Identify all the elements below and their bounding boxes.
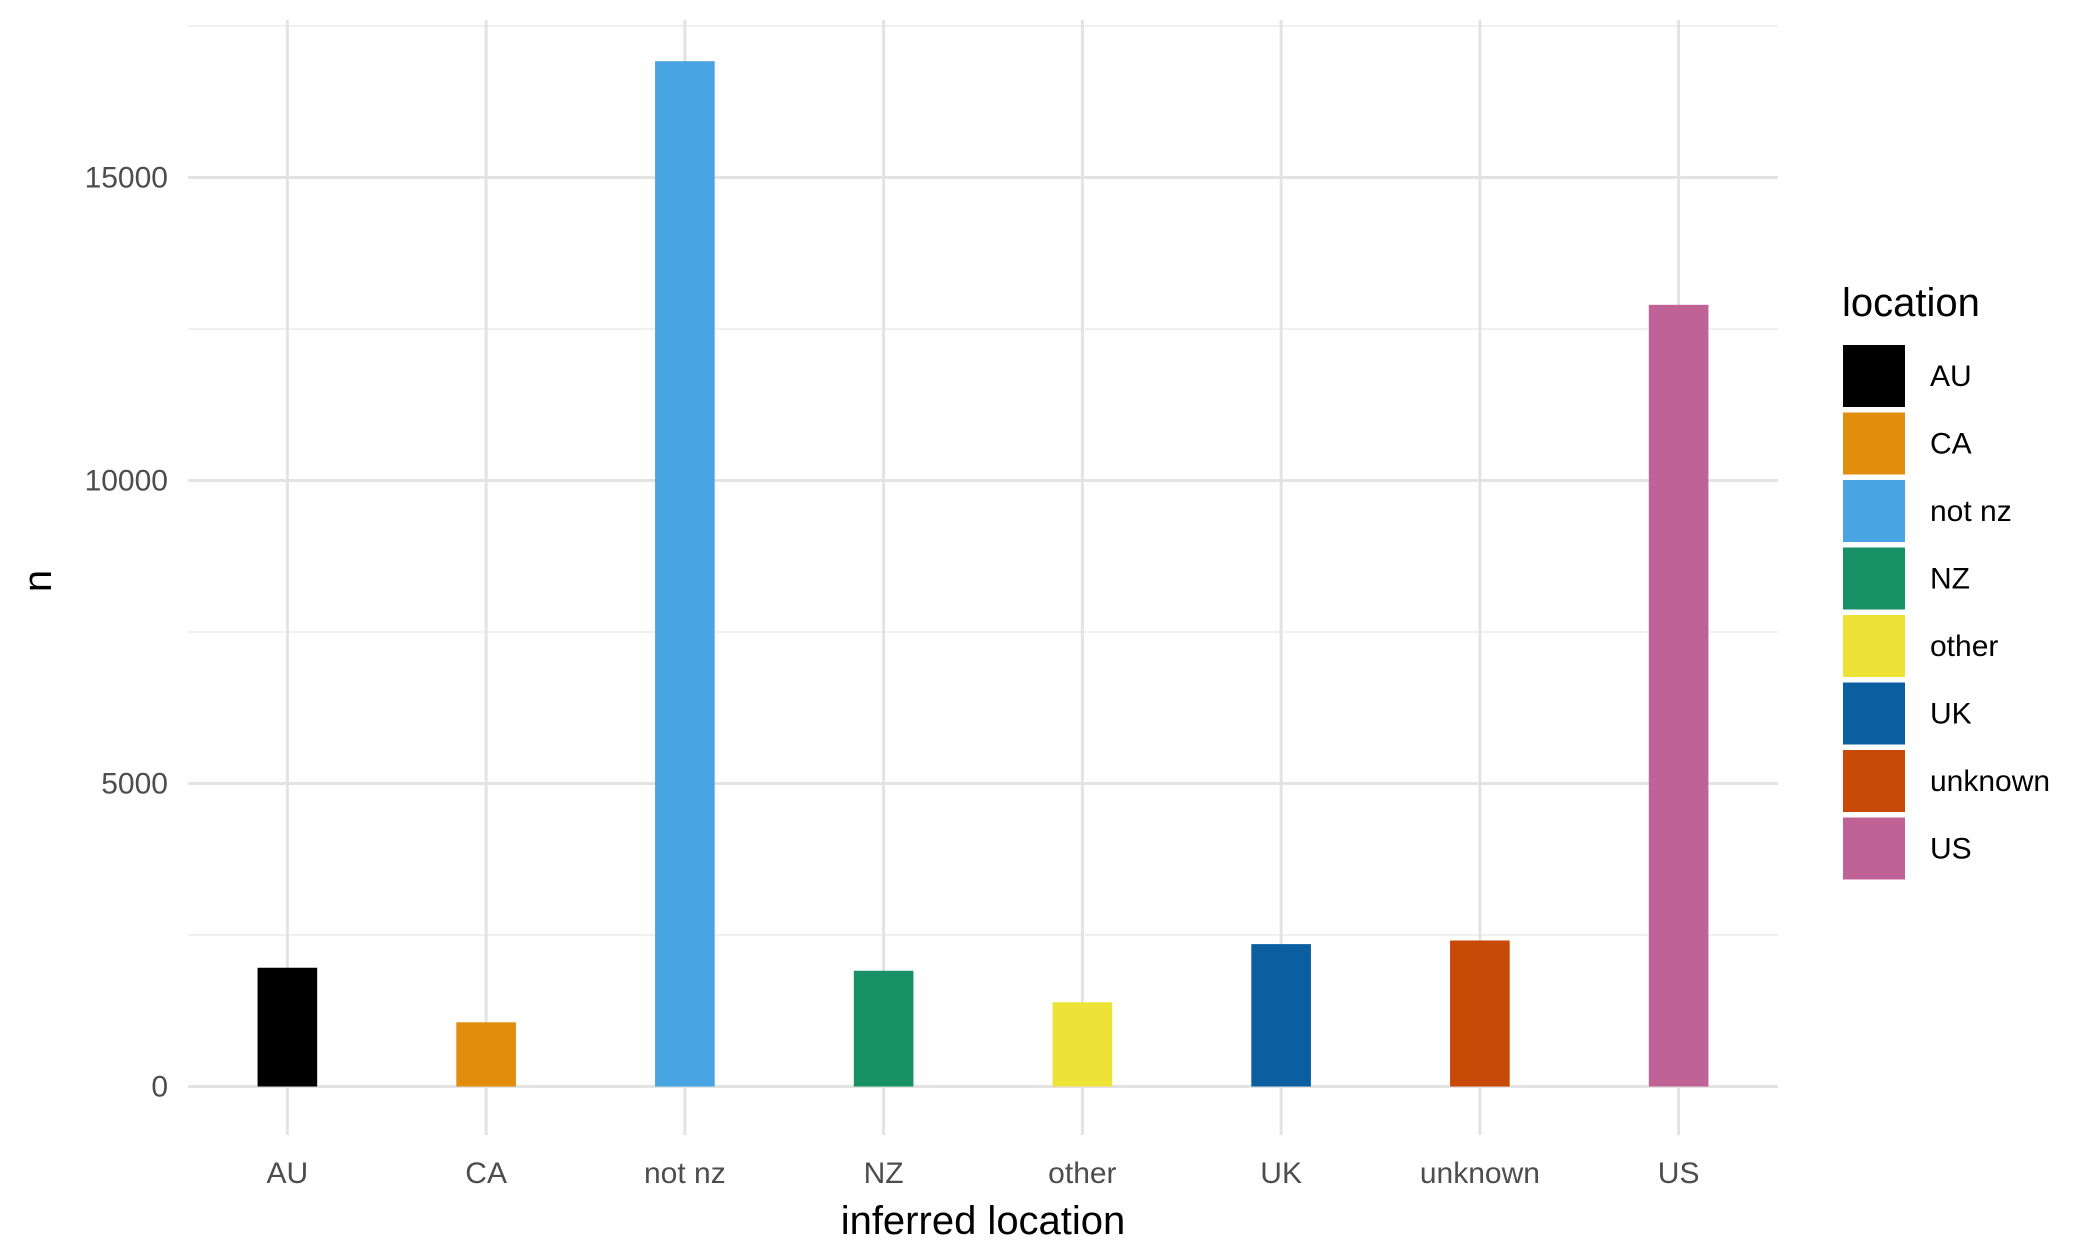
legend-key-unknown <box>1843 750 1905 812</box>
x-tick-label: NZ <box>864 1157 904 1190</box>
legend-key-au <box>1843 345 1905 407</box>
y-tick-label: 5000 <box>101 768 168 801</box>
bar-not-nz <box>655 61 715 1087</box>
legend-label: US <box>1930 833 1972 866</box>
bars <box>257 61 1709 1087</box>
legend-label: UK <box>1930 698 1972 731</box>
legend-key-us <box>1843 817 1905 880</box>
y-axis-ticks: 0 5000 10000 15000 <box>85 162 168 1104</box>
bar-uk <box>1251 944 1311 1087</box>
y-axis-title: n <box>16 570 60 592</box>
legend-title: location <box>1842 281 1980 325</box>
y-tick-label: 10000 <box>85 465 168 498</box>
grid-lines <box>188 20 1778 1135</box>
legend-key-ca <box>1843 412 1905 475</box>
bar-unknown <box>1450 940 1510 1087</box>
legend-key-other <box>1843 615 1905 677</box>
bar-other <box>1052 1002 1113 1087</box>
x-tick-label: unknown <box>1420 1157 1540 1190</box>
legend: location AU CA not nz NZ other UK unknown US <box>1842 281 2050 880</box>
x-tick-label: CA <box>465 1157 507 1190</box>
bar-nz <box>853 970 914 1087</box>
legend-label: not nz <box>1930 495 2012 528</box>
x-axis-title: inferred location <box>841 1199 1126 1243</box>
y-tick-label: 0 <box>151 1071 168 1104</box>
bar-us <box>1648 304 1709 1087</box>
legend-key-not-nz <box>1843 480 1905 542</box>
x-tick-label: UK <box>1260 1157 1302 1190</box>
bar-au <box>257 967 318 1087</box>
x-tick-label: US <box>1658 1157 1700 1190</box>
x-axis-ticks: AU CA not nz NZ other UK unknown US <box>267 1157 1700 1190</box>
x-tick-label: not nz <box>644 1157 726 1190</box>
y-tick-label: 15000 <box>85 162 168 195</box>
legend-label: NZ <box>1930 563 1970 596</box>
x-tick-label: AU <box>267 1157 309 1190</box>
legend-label: other <box>1930 630 1998 663</box>
x-tick-label: other <box>1048 1157 1116 1190</box>
legend-label: AU <box>1930 360 1972 393</box>
legend-label: unknown <box>1930 765 2050 798</box>
legend-key-nz <box>1843 547 1905 610</box>
legend-key-uk <box>1843 682 1905 745</box>
legend-label: CA <box>1930 428 1972 461</box>
bar-ca <box>456 1022 516 1087</box>
